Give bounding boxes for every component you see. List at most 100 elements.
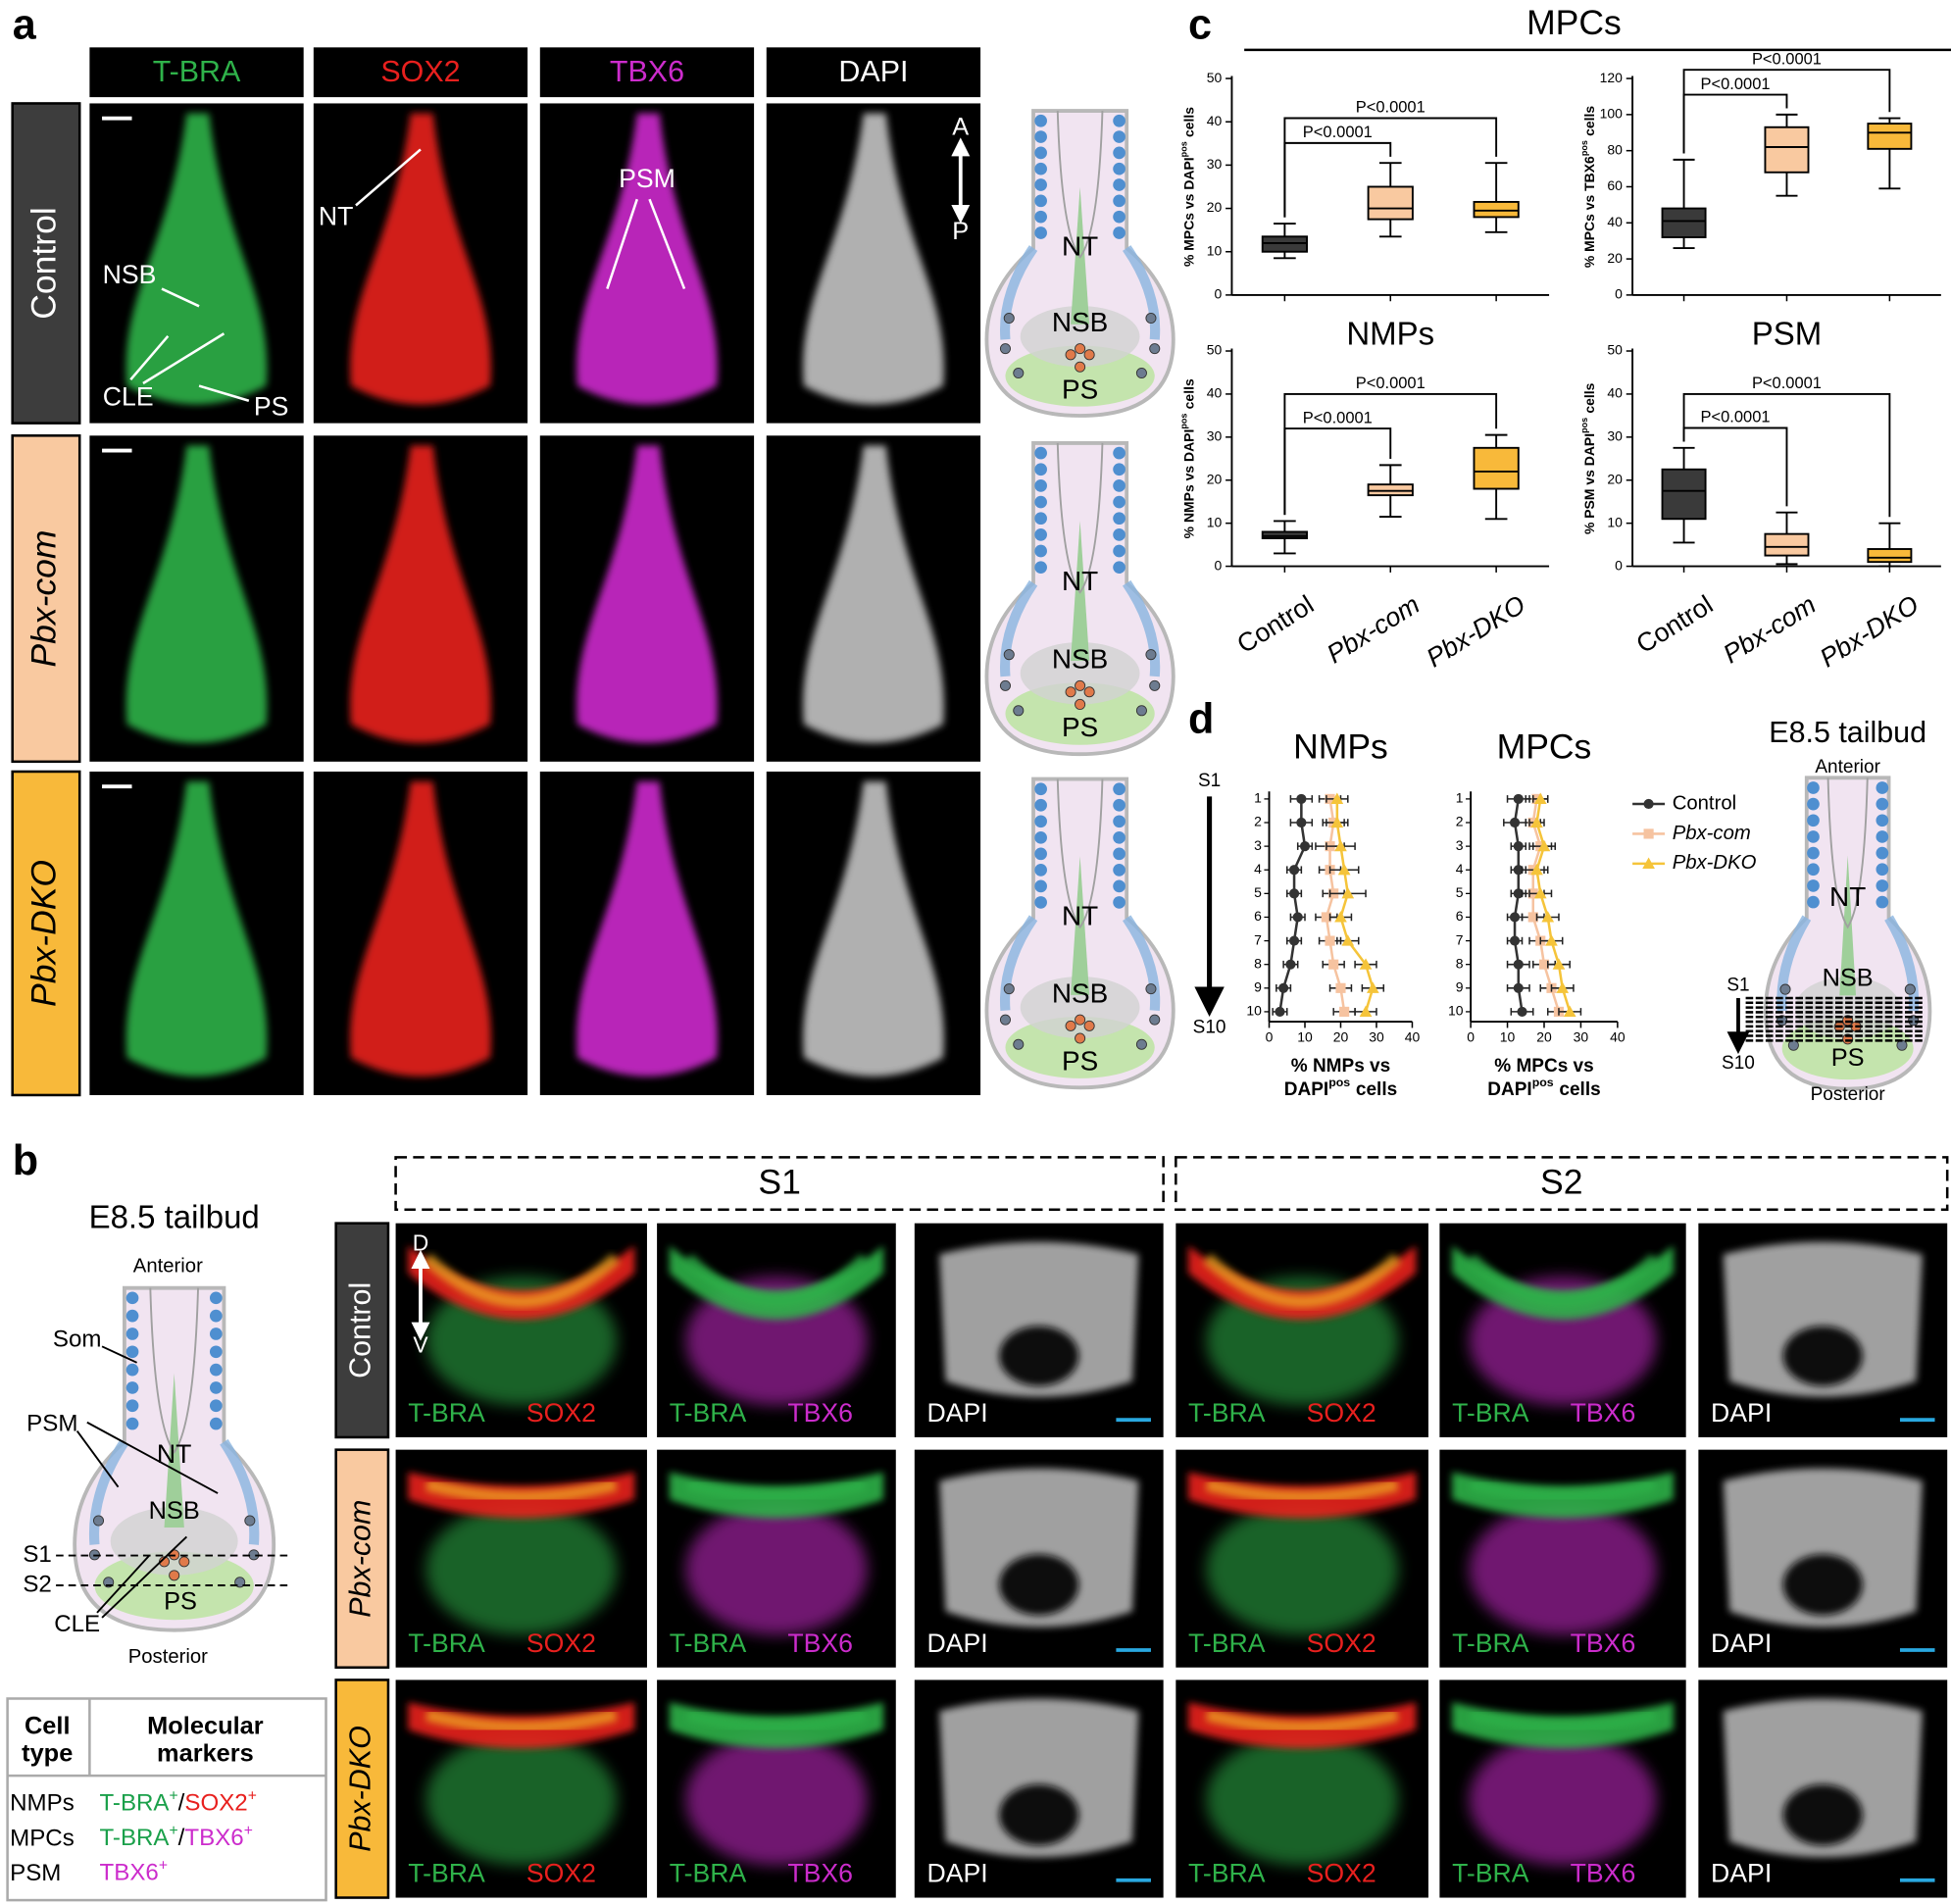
schematic-title: E8.5 tailbud	[1769, 716, 1926, 749]
channel-label: DAPI	[927, 1628, 988, 1658]
somite	[1807, 846, 1820, 860]
text-part: T-BRA	[100, 1825, 171, 1851]
point	[1278, 982, 1289, 993]
cell	[1075, 361, 1086, 373]
point	[1538, 959, 1550, 970]
somite	[1113, 178, 1126, 191]
text-part: +	[170, 1787, 178, 1804]
point	[1533, 887, 1547, 899]
primitive-streak	[1005, 345, 1155, 407]
channel-label: DAPI	[927, 1398, 988, 1428]
y-tick-label: 20	[1607, 250, 1623, 266]
y-tick-label: 0	[1215, 557, 1223, 573]
x-tick-label: 30	[1574, 1028, 1589, 1044]
text-part: +	[244, 1823, 253, 1839]
signal	[686, 1478, 867, 1504]
somite	[1876, 781, 1889, 794]
text-part: SOX2	[184, 1790, 247, 1817]
psm-strip	[1122, 579, 1161, 677]
y-axis-label: % MPCs vs TBX6pos cells	[1579, 106, 1596, 269]
cell	[1083, 1020, 1095, 1031]
y-tick-label: 1	[1456, 790, 1464, 806]
point	[1359, 1005, 1373, 1017]
cell	[1075, 698, 1086, 710]
signal	[686, 1708, 867, 1734]
signal	[576, 781, 718, 1077]
condition-box	[334, 1448, 390, 1670]
series-line	[1325, 798, 1346, 1013]
point	[1509, 935, 1521, 946]
somite	[1034, 446, 1047, 460]
somite	[1807, 830, 1820, 843]
y-tick-label: 40	[1607, 385, 1623, 401]
signal	[350, 445, 491, 743]
schematic-label: PS	[1062, 712, 1098, 742]
text-part: cells	[1581, 106, 1597, 136]
y-tick-label: 7	[1254, 931, 1262, 947]
chart-title: NMPs	[1346, 315, 1434, 351]
box	[1473, 200, 1520, 219]
schematic-label: PS	[164, 1587, 197, 1615]
signal	[125, 113, 268, 405]
x-tick-label: 0	[1266, 1028, 1274, 1044]
somite	[209, 1399, 223, 1413]
pointer	[355, 148, 422, 207]
point	[1545, 934, 1558, 946]
x-tick-label: Pbx-com	[1322, 589, 1425, 669]
series-line	[1531, 798, 1561, 1013]
annotation: NT	[319, 201, 354, 230]
channel-label: TBX6	[787, 1628, 853, 1658]
y-tick-label: 3	[1456, 837, 1464, 853]
p-value: P<0.0001	[1700, 75, 1770, 93]
series-line	[1278, 798, 1307, 1013]
text-part: cells	[1180, 107, 1196, 137]
y-tick-label: 5	[1456, 884, 1464, 900]
signal	[1466, 1253, 1660, 1308]
cell	[244, 1515, 256, 1527]
point	[1517, 1006, 1527, 1017]
neural-tube	[1056, 778, 1104, 929]
signal	[803, 113, 944, 405]
somite	[1034, 879, 1047, 893]
y-tick-label: 4	[1254, 861, 1262, 877]
schematic-label: NSB	[1052, 977, 1108, 1008]
table-cell: NMPs	[10, 1790, 75, 1817]
series-line	[1335, 798, 1375, 1013]
channel-label: T-BRA	[153, 55, 241, 88]
signal	[125, 781, 268, 1077]
tailbud-schematic	[1763, 776, 1932, 1091]
channel-label: TBX6	[787, 1859, 853, 1888]
point	[1339, 1006, 1350, 1017]
somite	[1113, 226, 1126, 239]
schematic-label: Anterior	[1815, 757, 1880, 777]
somite	[1807, 814, 1820, 827]
x-tick-label: 10	[1500, 1028, 1516, 1044]
condition-label: Pbx-DKO	[343, 1726, 376, 1852]
somite	[1876, 863, 1889, 877]
point	[1285, 959, 1296, 970]
significance-bracket	[1283, 117, 1498, 218]
somite	[1034, 544, 1047, 558]
cell	[1075, 679, 1086, 691]
cell	[1083, 349, 1095, 361]
signal-gap	[999, 1554, 1079, 1616]
point	[1513, 982, 1524, 993]
somite	[1113, 561, 1126, 575]
text-part: pos	[1179, 414, 1189, 429]
somite	[1113, 830, 1126, 844]
point	[1288, 935, 1300, 946]
schematic-label: S2	[23, 1571, 52, 1597]
pointer	[161, 287, 200, 308]
table-header: Cell	[25, 1712, 71, 1739]
somite	[1876, 846, 1889, 860]
somite	[1876, 797, 1889, 811]
condition-label: Control	[24, 207, 63, 320]
point	[1325, 935, 1335, 946]
y-tick-label: 120	[1600, 70, 1624, 85]
somite	[1113, 114, 1126, 127]
box	[1261, 530, 1308, 539]
text-part: pos	[1579, 140, 1589, 156]
somite	[1034, 210, 1047, 224]
point	[1366, 981, 1379, 993]
pointer	[101, 1535, 188, 1619]
